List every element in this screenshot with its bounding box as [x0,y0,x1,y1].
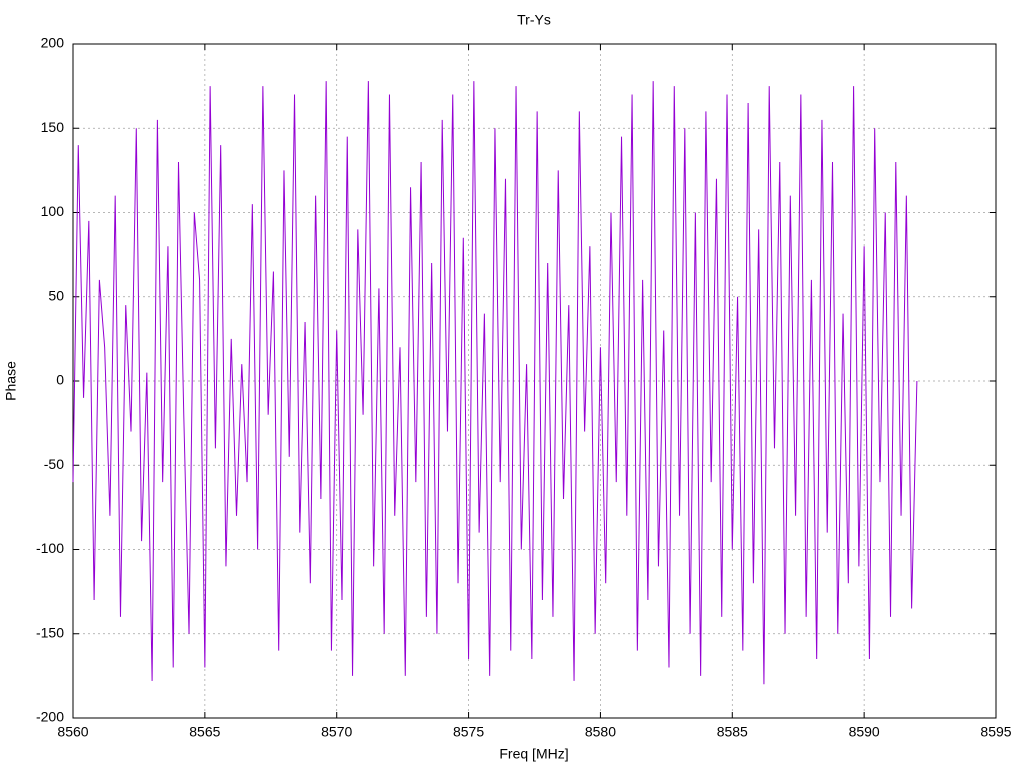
data-line [72,81,918,685]
x-axis-label: Freq [MHz] [499,746,568,762]
y-tick-label: 0 [56,372,64,388]
y-tick-label: 100 [41,203,65,219]
y-tick-label: -50 [44,456,64,472]
x-tick-label: 8570 [321,724,352,740]
chart-title: Tr-Ys [517,12,551,28]
x-tick-label: 8565 [189,724,220,740]
y-tick-label: 200 [41,35,65,51]
y-tick-label: 50 [48,287,64,303]
x-tick-label: 8590 [849,724,880,740]
y-tick-label: 150 [41,119,65,135]
x-tick-label: 8585 [717,724,748,740]
x-tick-label: 8580 [585,724,616,740]
x-tick-label: 8560 [57,724,88,740]
x-tick-label: 8575 [453,724,484,740]
y-tick-label: -100 [36,540,64,556]
plot-border [72,43,997,719]
x-tick-label: 8595 [980,724,1011,740]
y-axis-label: Phase [3,361,19,401]
y-tick-label: -150 [36,624,64,640]
y-tick-label: -200 [36,709,64,725]
